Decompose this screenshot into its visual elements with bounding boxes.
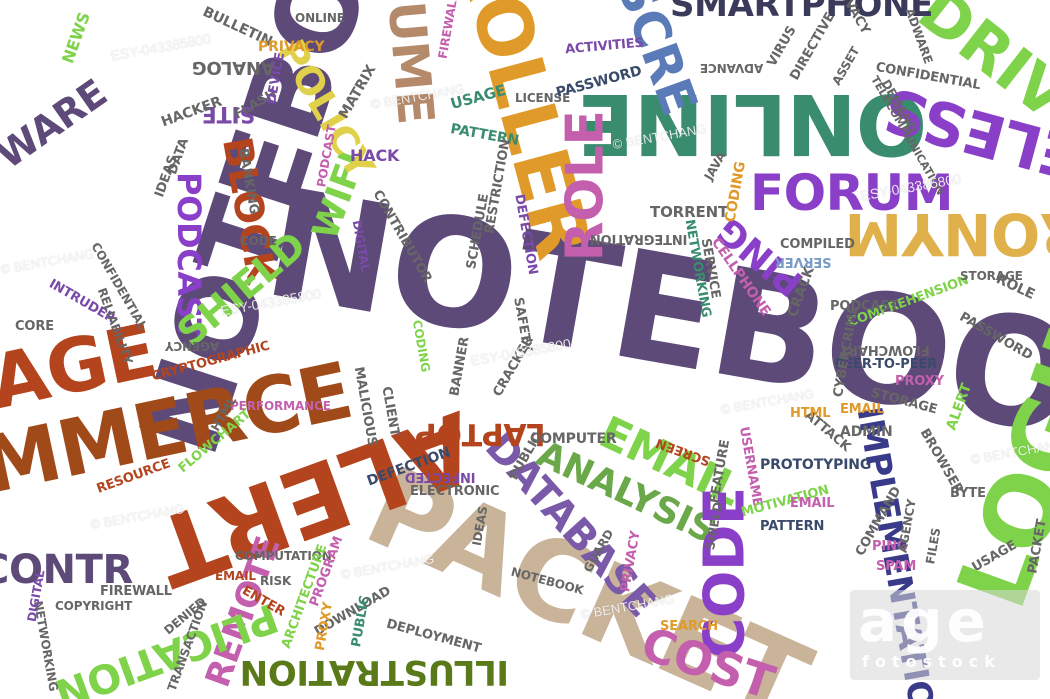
- word: ANALOG: [192, 57, 275, 78]
- word: NEWS: [57, 9, 94, 66]
- word: COPYRIGHT: [55, 599, 133, 613]
- word: SMARTPHONE: [670, 0, 934, 25]
- word: ADVANCE: [700, 61, 764, 75]
- word: ONLINE: [578, 75, 928, 173]
- word: LICENSE: [515, 91, 571, 105]
- word: WARE: [0, 70, 115, 178]
- word: COMPUTATION: [235, 549, 332, 563]
- word: ADMIN: [840, 424, 893, 440]
- word: CORE: [15, 319, 54, 334]
- word: FIREWALL: [100, 584, 172, 599]
- word: ELECTRONIC: [410, 484, 500, 499]
- word: FORUM: [750, 164, 954, 222]
- word: EMAIL: [215, 569, 256, 583]
- word: HACK: [350, 146, 400, 165]
- word: PROTOTYPING: [760, 457, 872, 473]
- word: PROXY: [312, 601, 337, 652]
- word: PODCAST: [830, 299, 899, 314]
- word: COMPUTER: [530, 431, 617, 447]
- logo-sub-text: fotostock: [862, 652, 1001, 671]
- word: CONTR: [0, 547, 133, 593]
- word: RISK: [260, 574, 292, 588]
- word: DEPLOYMENT: [384, 616, 483, 657]
- word: PROXY: [895, 374, 944, 389]
- word: EMAIL: [790, 496, 835, 511]
- word: CODE: [240, 234, 277, 248]
- word: DATA: [165, 136, 193, 177]
- word: SEARCH: [660, 619, 718, 634]
- word: COMPILED: [780, 237, 855, 252]
- word: SERVER: [775, 254, 832, 269]
- watermark-credit: © BENTCHANG: [0, 245, 96, 278]
- agency-logo: age fotostock: [850, 590, 1040, 680]
- word: PATTERN: [760, 519, 825, 534]
- word: BYTE: [950, 486, 986, 501]
- word: AGENCY: [165, 339, 220, 353]
- word: TORRENT: [650, 203, 729, 221]
- word: EMAIL: [840, 402, 885, 417]
- word: ILLUSTRATION: [240, 652, 510, 692]
- word: INTEGRATION: [590, 231, 688, 246]
- word: PEER-TO-PEER: [835, 357, 938, 372]
- word: HTML: [790, 406, 831, 421]
- word: PING: [872, 539, 908, 554]
- word: ONLINE: [295, 11, 345, 25]
- word: STORAGE: [960, 269, 1023, 283]
- word: PRIVACY: [258, 39, 325, 55]
- word: PERFORMANCE: [230, 399, 331, 413]
- word: FIREWALL: [435, 0, 461, 60]
- logo-main-text: age: [858, 587, 990, 655]
- word: SPAM: [876, 559, 917, 574]
- word: FILES: [923, 526, 944, 566]
